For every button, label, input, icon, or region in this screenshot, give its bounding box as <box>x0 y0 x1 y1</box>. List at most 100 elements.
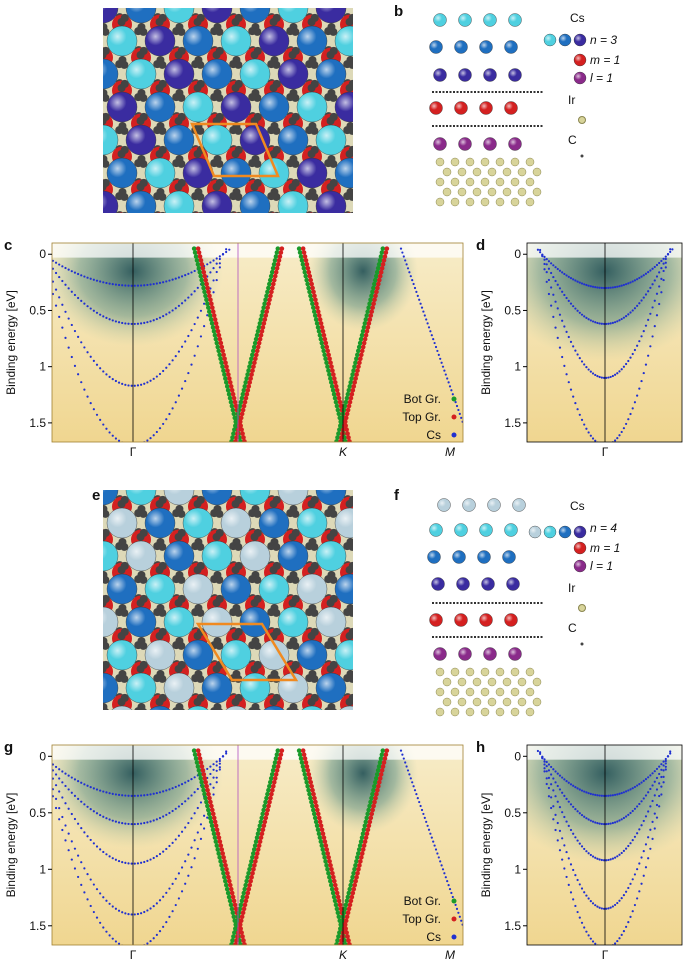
band-dot <box>152 937 155 940</box>
cone-dot <box>257 839 263 844</box>
band-dot <box>162 315 165 318</box>
band-dot <box>594 321 597 324</box>
cone-dot <box>372 281 377 287</box>
cone-dot <box>361 843 367 848</box>
cone-dot <box>324 360 329 366</box>
carbon <box>80 604 88 612</box>
cone-dot <box>231 950 236 955</box>
band-dot <box>644 866 648 869</box>
cone-dot <box>278 250 284 255</box>
band-dot <box>587 852 590 855</box>
cone-dot <box>328 360 333 366</box>
cone-dot <box>242 886 248 892</box>
cone-dot <box>328 878 333 884</box>
band-dot <box>432 338 435 341</box>
cone-dot <box>204 783 209 789</box>
band-dot <box>58 315 61 318</box>
band-dot <box>206 263 209 266</box>
carbon <box>103 117 107 125</box>
carbon <box>253 641 262 650</box>
band-dot <box>565 797 568 800</box>
band-dot <box>158 427 162 430</box>
band-dot <box>580 282 584 285</box>
carbon <box>211 726 219 734</box>
band-dot <box>625 283 628 286</box>
cone-dot <box>360 344 366 350</box>
atom <box>392 673 422 703</box>
carbon <box>250 599 259 608</box>
cone-dot <box>230 938 235 943</box>
band-dot <box>658 302 661 306</box>
cone-dot <box>349 950 354 955</box>
carbon <box>422 188 430 196</box>
carbon <box>406 463 414 471</box>
cone-dot <box>273 269 279 275</box>
band-dot <box>580 418 584 422</box>
band-dot <box>117 859 121 863</box>
band-dot <box>58 818 61 821</box>
carbon <box>80 670 88 678</box>
cone-dot <box>324 847 330 852</box>
carbon <box>422 538 430 546</box>
band-dot <box>552 264 555 267</box>
carbon <box>267 0 275 2</box>
band-dot <box>99 848 102 851</box>
cone-dot <box>346 403 352 409</box>
band-dot <box>149 283 152 286</box>
carbon <box>403 703 411 711</box>
carbon <box>232 736 240 744</box>
atom-shine <box>356 543 374 561</box>
cone-dot <box>368 815 374 821</box>
band-dot <box>589 319 592 322</box>
band-dot <box>137 947 139 949</box>
ir-atom <box>465 687 475 697</box>
band-dot <box>49 281 51 283</box>
atom <box>50 125 80 155</box>
cone-dot <box>239 395 245 401</box>
cone-dot <box>215 344 221 350</box>
carbon <box>117 632 126 641</box>
cone-dot <box>264 811 270 817</box>
atom-shine <box>184 575 203 594</box>
band-dot <box>629 842 632 845</box>
band-dot <box>607 907 610 910</box>
atom-shine <box>71 28 89 46</box>
cone-dot <box>335 435 340 440</box>
cone-dot <box>232 930 237 935</box>
band-dot <box>655 275 659 278</box>
carbon <box>344 211 352 213</box>
cone-dot <box>344 411 350 417</box>
cone-dot <box>353 376 358 381</box>
carbon <box>291 444 299 452</box>
band-dot <box>550 262 553 265</box>
carbon <box>82 675 90 683</box>
cone-dot <box>244 878 249 884</box>
cone-dot <box>262 819 268 825</box>
ir-atom <box>495 157 505 167</box>
carbon <box>174 51 183 60</box>
carbon <box>83 14 91 22</box>
band-dot <box>111 378 114 381</box>
carbon <box>305 476 313 484</box>
band-dot <box>565 820 568 823</box>
band-dot <box>655 767 659 771</box>
carbon <box>216 463 224 471</box>
ir-atom <box>487 187 497 197</box>
red-atom <box>74 147 94 167</box>
carbon <box>77 542 85 550</box>
cone-dot <box>242 399 248 405</box>
band-dot <box>184 340 187 343</box>
ir-atom <box>465 177 475 187</box>
carbon <box>419 542 427 550</box>
cone-dot <box>279 246 285 251</box>
band-dot <box>140 822 143 825</box>
cone-dot <box>218 356 223 362</box>
band-dot <box>212 786 215 789</box>
band-dot <box>165 280 168 283</box>
atom <box>69 640 99 670</box>
cone-dot <box>214 827 220 833</box>
ir-atom <box>450 667 460 677</box>
carbon <box>401 462 409 470</box>
carbon <box>193 84 202 93</box>
band-dot <box>545 258 548 261</box>
